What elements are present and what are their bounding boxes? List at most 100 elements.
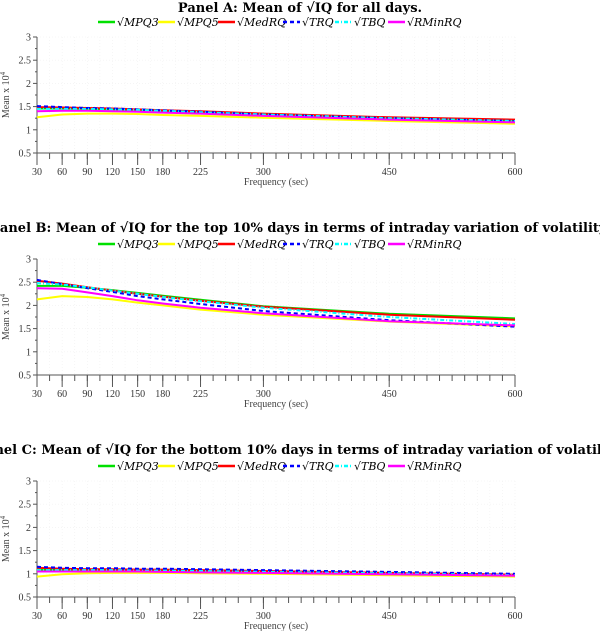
legend-label: √TRQ bbox=[302, 238, 334, 251]
legend-label: √TBQ bbox=[354, 460, 385, 473]
legend-entry: √TRQ bbox=[283, 238, 334, 251]
panel-c: Panel C: Mean of √IQ for the bottom 10% … bbox=[0, 443, 600, 631]
x-tick-label: 180 bbox=[155, 611, 170, 622]
legend-entry: √MedRQ bbox=[218, 16, 286, 29]
y-tick-label: 1.5 bbox=[19, 546, 32, 557]
x-tick-label: 120 bbox=[105, 167, 120, 178]
x-tick-label: 150 bbox=[130, 167, 145, 178]
legend-entry: √TBQ bbox=[335, 16, 385, 29]
x-axis-label: Frequency (sec) bbox=[244, 177, 308, 188]
legend-entry: √MedRQ bbox=[218, 238, 286, 251]
y-tick-label: 2 bbox=[26, 79, 31, 90]
y-tick-label: 0.5 bbox=[19, 149, 32, 160]
legend-label: √MPQ3 bbox=[117, 238, 159, 251]
legend-entry: √TBQ bbox=[335, 238, 385, 251]
x-tick-label: 120 bbox=[105, 611, 120, 622]
y-axis-label: Mean x 104 bbox=[0, 293, 12, 340]
y-tick-label: 1 bbox=[26, 347, 31, 358]
legend-label: √MedRQ bbox=[237, 460, 286, 473]
legend-entry: √MPQ5 bbox=[158, 460, 219, 473]
y-axis-label-exponent: 4 bbox=[0, 293, 7, 297]
legend-entry: √MPQ5 bbox=[158, 16, 219, 29]
x-tick-label: 600 bbox=[508, 167, 523, 178]
y-tick-label: 3 bbox=[26, 255, 31, 266]
x-tick-label: 90 bbox=[82, 389, 92, 400]
x-tick-label: 60 bbox=[57, 611, 67, 622]
x-tick-label: 60 bbox=[57, 389, 67, 400]
x-tick-label: 450 bbox=[382, 611, 397, 622]
x-tick-label: 30 bbox=[32, 389, 42, 400]
y-tick-label: 1 bbox=[26, 125, 31, 136]
legend-label: √MPQ5 bbox=[177, 460, 219, 473]
legend-label: √MedRQ bbox=[237, 238, 286, 251]
legend-entry: √RMinRQ bbox=[388, 460, 461, 473]
legend-entry: √MPQ5 bbox=[158, 238, 219, 251]
x-tick-label: 120 bbox=[105, 389, 120, 400]
legend-entry: √RMinRQ bbox=[388, 16, 461, 29]
x-tick-label: 30 bbox=[32, 611, 42, 622]
legend-label: √MedRQ bbox=[237, 16, 286, 29]
x-tick-label: 225 bbox=[193, 611, 208, 622]
x-tick-label: 450 bbox=[382, 167, 397, 178]
y-tick-label: 2.5 bbox=[19, 278, 32, 289]
panel-c-title: Panel C: Mean of √IQ for the bottom 10% … bbox=[0, 443, 600, 458]
x-axis-label: Frequency (sec) bbox=[244, 399, 308, 410]
x-axis-label: Frequency (sec) bbox=[244, 621, 308, 631]
series-line bbox=[37, 570, 516, 577]
y-tick-label: 0.5 bbox=[19, 593, 32, 604]
x-tick-label: 30 bbox=[32, 167, 42, 178]
x-tick-label: 180 bbox=[155, 389, 170, 400]
panel-b-title: Panel B: Mean of √IQ for the top 10% day… bbox=[0, 221, 600, 236]
series-line bbox=[36, 282, 516, 325]
y-tick-label: 1.5 bbox=[19, 324, 32, 335]
y-tick-label: 2.5 bbox=[19, 56, 32, 67]
panel-a-title: Panel A: Mean of √IQ for all days. bbox=[178, 1, 422, 16]
x-tick-label: 300 bbox=[256, 167, 271, 178]
legend-entry: √MPQ3 bbox=[98, 238, 159, 251]
y-axis-label-exponent: 4 bbox=[0, 515, 7, 519]
legend-label: √RMinRQ bbox=[407, 460, 461, 473]
legend-label: √MPQ5 bbox=[177, 16, 219, 29]
x-tick-label: 450 bbox=[382, 389, 397, 400]
series-line bbox=[36, 112, 516, 125]
legend-entry: √TBQ bbox=[335, 460, 385, 473]
legend-entry: √TRQ bbox=[283, 16, 334, 29]
series-line bbox=[36, 287, 516, 327]
x-tick-label: 180 bbox=[155, 167, 170, 178]
y-tick-label: 1 bbox=[26, 569, 31, 580]
y-tick-label: 2 bbox=[26, 523, 31, 534]
x-tick-label: 90 bbox=[82, 611, 92, 622]
y-tick-label: 2 bbox=[26, 301, 31, 312]
x-tick-label: 60 bbox=[57, 167, 67, 178]
y-axis-label-exponent: 4 bbox=[0, 71, 7, 75]
legend-label: √MPQ3 bbox=[117, 460, 159, 473]
panel-b: Panel B: Mean of √IQ for the top 10% day… bbox=[0, 221, 600, 410]
legend-entry: √MPQ3 bbox=[98, 460, 159, 473]
x-tick-label: 225 bbox=[193, 167, 208, 178]
legend-entry: √MedRQ bbox=[218, 460, 286, 473]
legend-entry: √RMinRQ bbox=[388, 238, 461, 251]
legend-label: √TRQ bbox=[302, 16, 334, 29]
y-axis-label: Mean x 104 bbox=[0, 515, 12, 562]
x-tick-label: 150 bbox=[130, 389, 145, 400]
legend-entry: √TRQ bbox=[283, 460, 334, 473]
y-axis-label: Mean x 104 bbox=[0, 71, 12, 118]
x-tick-label: 600 bbox=[508, 389, 523, 400]
legend-label: √RMinRQ bbox=[407, 16, 461, 29]
legend-label: √MPQ5 bbox=[177, 238, 219, 251]
x-tick-label: 300 bbox=[256, 611, 271, 622]
legend-label: √TBQ bbox=[354, 16, 385, 29]
legend-label: √RMinRQ bbox=[407, 238, 461, 251]
panel-a: Panel A: Mean of √IQ for all days. √MPQ3… bbox=[0, 1, 523, 188]
series-line bbox=[36, 109, 516, 124]
x-tick-label: 150 bbox=[130, 611, 145, 622]
x-tick-label: 600 bbox=[508, 611, 523, 622]
series-line bbox=[37, 107, 516, 122]
y-tick-label: 1.5 bbox=[19, 102, 32, 113]
y-tick-label: 0.5 bbox=[19, 371, 32, 382]
legend-label: √MPQ3 bbox=[117, 16, 159, 29]
legend-label: √TBQ bbox=[354, 238, 385, 251]
y-tick-label: 3 bbox=[26, 33, 31, 44]
legend-entry: √MPQ3 bbox=[98, 16, 159, 29]
